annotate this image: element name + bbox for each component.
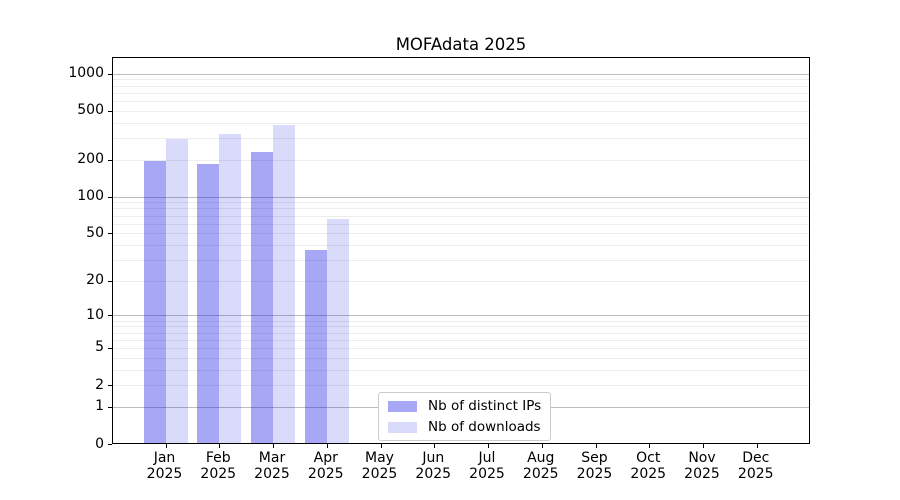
gridline-minor [113,223,809,225]
gridline-minor [113,385,809,387]
x-axis-tick-label: Oct 2025 [630,450,667,482]
y-axis-tick-label: 20 [86,272,104,289]
bar-downloads-mar [273,124,295,443]
gridline-minor [113,233,809,235]
gridline-minor [113,244,809,246]
gridline-minor [113,357,809,359]
gridline-major [113,315,809,317]
y-axis-tick-label: 500 [77,102,104,119]
gridline-major [113,73,809,75]
gridline-minor [113,92,809,94]
y-axis-tick-label: 1 [95,398,104,415]
gridline-minor [113,347,809,349]
y-axis-tick [108,444,112,445]
y-axis-tick [108,385,112,387]
x-axis-tick [541,444,543,448]
x-axis-tick [326,444,328,448]
gridline-minor [113,85,809,87]
bar-distinct-ips-feb [197,163,220,443]
legend-swatch-distinct-ips [388,400,417,412]
legend: Nb of distinct IPs Nb of downloads [378,392,552,441]
legend-item-distinct-ips: Nb of distinct IPs [388,398,541,414]
x-axis-tick-label: Jul 2025 [469,450,505,482]
x-axis-tick [649,444,651,448]
plot-area: Nb of distinct IPs Nb of downloads [108,57,810,448]
x-axis-tick [165,444,167,448]
gridline-minor [113,369,809,371]
legend-swatch-downloads [388,421,417,433]
x-axis-tick-label: Jun 2025 [415,450,452,482]
gridline-minor [113,259,809,261]
legend-label-distinct-ips: Nb of distinct IPs [428,398,542,414]
gridline-minor [113,280,809,282]
gridline-minor [113,332,809,334]
gridline-minor [113,110,809,112]
x-axis-tick-label: Sep 2025 [576,450,613,482]
y-axis-tick [108,73,112,75]
bar-distinct-ips-apr [304,250,327,443]
bar-distinct-ips-mar [251,152,273,443]
legend-item-downloads: Nb of downloads [388,419,541,435]
gridline-minor [113,320,809,322]
y-axis-tick [108,196,112,198]
x-axis-tick-label: Feb 2025 [200,450,237,482]
x-axis-tick-label: Apr 2025 [307,450,344,482]
gridline-minor [113,339,809,341]
x-axis-tick-label: Aug 2025 [522,450,559,482]
x-axis-tick-label: Jan 2025 [146,450,183,482]
y-axis-tick [108,315,112,317]
x-axis-tick-label: May 2025 [361,450,398,482]
bar-downloads-jan [165,139,188,443]
y-axis-tick [108,280,112,282]
x-axis-tick [273,444,274,448]
y-axis-tick [108,347,112,349]
y-axis-tick-label: 100 [77,188,104,205]
y-axis-tick-label: 0 [95,435,104,452]
y-axis-tick [108,233,112,235]
x-axis-tick-label: Mar 2025 [254,450,290,482]
gridline-minor [113,101,809,103]
y-axis-tick-label: 10 [86,306,104,323]
gridline-minor [113,138,809,140]
y-axis-tick [108,159,112,161]
gridline-minor [113,202,809,204]
y-axis-tick [108,110,112,112]
bar-downloads-apr [326,219,349,443]
y-axis-tick [108,406,112,408]
gridline-minor [113,326,809,328]
legend-label-downloads: Nb of downloads [428,419,541,435]
bar-downloads-feb [219,133,242,443]
x-axis-tick-label: Nov 2025 [684,450,720,482]
gridline-major [113,196,809,198]
x-axis-tick [219,444,221,448]
gridline-minor [113,159,809,161]
y-axis-tick-label: 2 [95,376,104,393]
gridline-minor [113,79,809,81]
y-axis-tick-label: 50 [86,224,104,241]
x-axis-tick [595,444,597,448]
gridline-minor [113,215,809,217]
y-axis-tick-label: 200 [77,151,104,168]
x-axis-tick [380,444,382,448]
chart-title: MOFAdata 2025 [395,35,527,54]
x-axis-tick [756,444,758,448]
y-axis-tick-label: 5 [95,339,104,356]
bar-distinct-ips-jan [143,161,166,443]
gridline-minor [113,122,809,124]
gridline-minor [113,208,809,210]
x-axis-tick [434,444,436,448]
x-axis-tick [703,444,704,448]
x-axis-tick [488,444,489,448]
x-axis-tick-label: Dec 2025 [737,450,774,482]
y-axis-tick-label: 1000 [68,65,104,82]
